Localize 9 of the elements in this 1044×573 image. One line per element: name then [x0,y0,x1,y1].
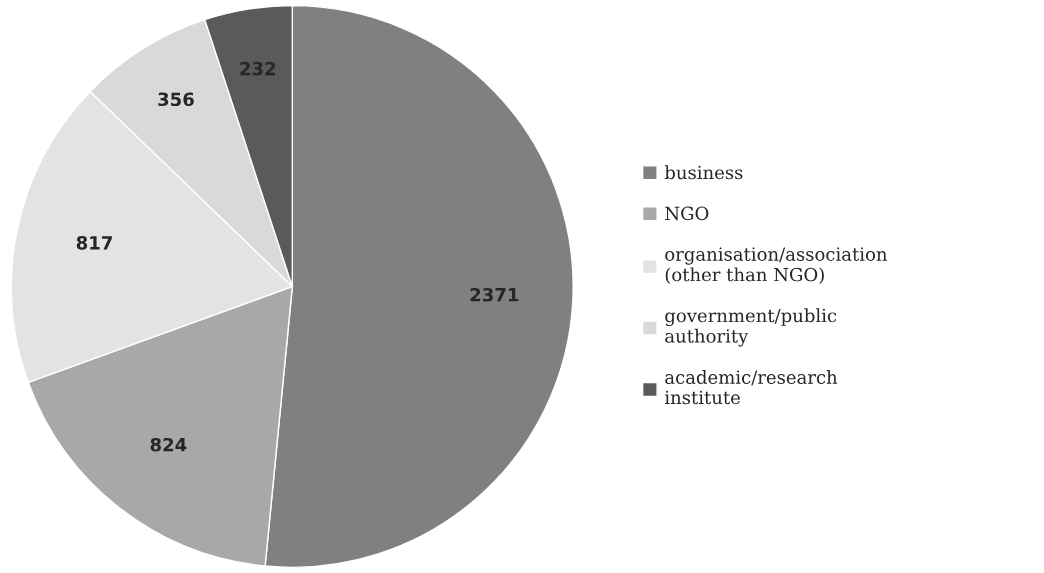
data-label: 356 [158,92,194,107]
legend-label: academic/research institute [664,370,838,405]
legend-label: government/public authority [665,308,837,347]
data-label: 824 [150,437,187,452]
legend-label: organisation/association (other than NGO) [665,247,888,284]
data-label: 2371 [470,287,519,302]
data-label: 817 [76,235,112,250]
legend-label: NGO [665,206,709,221]
legend-label: business [664,165,743,180]
